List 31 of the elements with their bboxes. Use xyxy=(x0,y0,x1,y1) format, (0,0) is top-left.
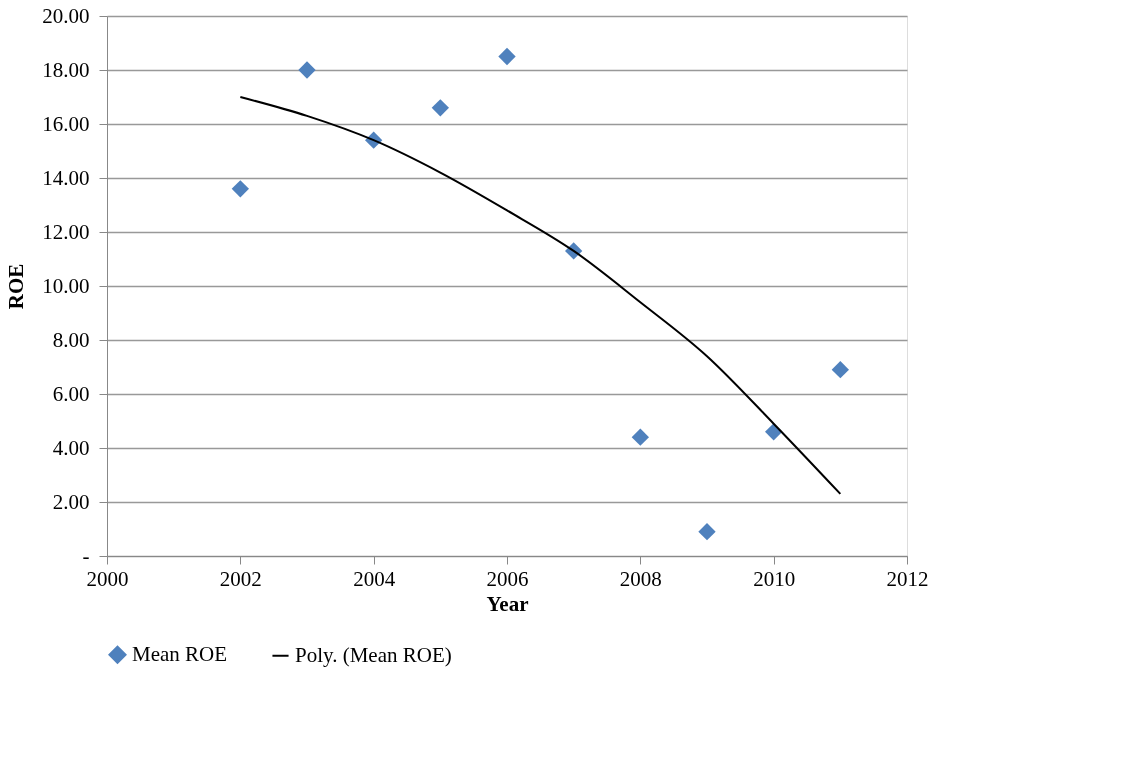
y-tick-label: 20.00 xyxy=(42,3,90,28)
x-tick-label: 2010 xyxy=(753,566,796,591)
y-tick-label: 4.00 xyxy=(52,435,90,460)
y-axis-title: ROE xyxy=(4,263,29,310)
point xyxy=(698,523,716,541)
y-tick-label: 18.00 xyxy=(42,57,90,82)
y-tick-label: 8.00 xyxy=(52,327,90,352)
legend-label: Poly. (Mean ROE) xyxy=(295,642,452,667)
point xyxy=(498,47,516,66)
point xyxy=(765,423,783,441)
x-axis-title: Year xyxy=(486,591,529,616)
point xyxy=(231,180,249,198)
x-tick-label: 2012 xyxy=(886,566,929,591)
x-tick-label: 2000 xyxy=(86,566,129,591)
y-tick-label: 14.00 xyxy=(42,165,90,190)
legend-label: Mean ROE xyxy=(132,641,228,666)
y-tick-label: 12.00 xyxy=(42,219,90,244)
y-tick-label: 16.00 xyxy=(42,111,90,136)
point xyxy=(431,99,449,117)
point xyxy=(298,61,316,79)
point xyxy=(631,428,649,446)
y-tick-label: - xyxy=(82,543,90,568)
point xyxy=(831,361,849,379)
x-tick-label: 2004 xyxy=(353,566,396,591)
y-tick-label: 10.00 xyxy=(42,273,90,298)
x-tick-label: 2002 xyxy=(219,566,262,591)
x-tick-label: 2008 xyxy=(619,566,662,591)
x-tick-label: 2006 xyxy=(486,566,529,591)
y-tick-label: 6.00 xyxy=(52,381,90,406)
line-series xyxy=(239,96,842,495)
y-tick-label: 2.00 xyxy=(52,489,90,514)
